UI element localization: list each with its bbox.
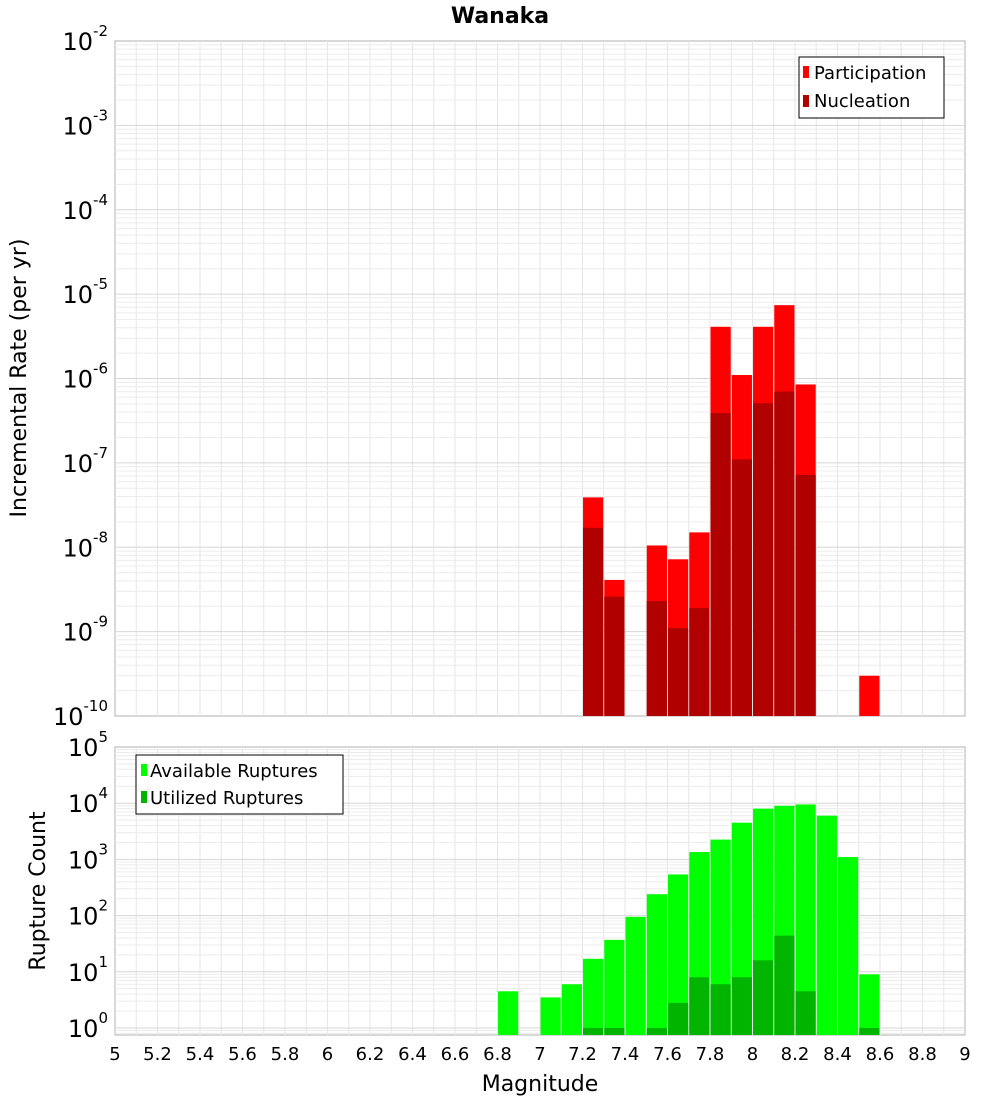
y-tick-label: 104: [68, 784, 108, 818]
bottom-bars: [498, 804, 880, 1035]
legend-label-nucleation: Nucleation: [814, 91, 910, 112]
bar-available-ruptures: [646, 894, 667, 1035]
y-tick-label: 101: [68, 953, 108, 987]
x-tick-label: 5.4: [186, 1044, 215, 1065]
top-bars: [583, 305, 880, 716]
x-tick-label: 9: [959, 1044, 970, 1065]
top-grid: [115, 41, 965, 716]
bar-utilized-ruptures: [753, 960, 774, 1035]
y-tick-label: 102: [68, 897, 108, 931]
bar-utilized-ruptures: [859, 1027, 880, 1035]
bar-nucleation: [646, 601, 667, 716]
bar-utilized-ruptures: [689, 977, 710, 1035]
y-tick-label: 10-9: [62, 613, 108, 647]
y-tick-label: 10-6: [62, 360, 108, 394]
bar-nucleation: [668, 628, 689, 716]
legend-swatch-participation: [803, 66, 809, 78]
bar-utilized-ruptures: [795, 991, 816, 1035]
x-tick-label: 8.8: [908, 1044, 937, 1065]
bottom-legend: Available Ruptures Utilized Ruptures: [135, 754, 344, 815]
x-tick-label: 5: [109, 1044, 120, 1065]
bar-nucleation: [583, 527, 604, 716]
bar-utilized-ruptures: [731, 977, 752, 1035]
x-tick-label: 7.2: [568, 1044, 597, 1065]
y-tick-label: 10-4: [62, 191, 108, 225]
bar-nucleation: [795, 474, 816, 716]
bar-available-ruptures: [859, 974, 880, 1035]
top-legend-box: [798, 56, 945, 119]
y-tick-label: 10-3: [62, 106, 108, 140]
x-tick-label: 6.2: [356, 1044, 385, 1065]
y-tick-label: 10-5: [62, 275, 108, 309]
y-tick-label: 10-8: [62, 528, 108, 562]
x-tick-label: 8.2: [781, 1044, 810, 1065]
y-tick-label: 100: [68, 1009, 108, 1043]
top-legend: Participation Nucleation: [798, 56, 945, 119]
bar-available-ruptures: [625, 916, 646, 1035]
bar-available-ruptures: [540, 997, 561, 1035]
x-tick-label: 6.4: [398, 1044, 427, 1065]
x-tick-label: 8.6: [866, 1044, 895, 1065]
bottom-x-ticks: 5 5.2 5.4 5.6 5.8 6 6.2 6.4 6.6 6.8 7 7.2 7.4 7.6 7.8 8…: [109, 1044, 970, 1065]
top-y-ticks: 10-2 10-3 10-4 10-5 10-6 10-7 10-8 10-9 10-10: [53, 22, 108, 731]
bar-available-ruptures: [838, 857, 859, 1035]
bar-nucleation: [710, 413, 731, 716]
bar-available-ruptures: [668, 874, 689, 1035]
top-y-axis-label: Incremental Rate (per yr): [7, 239, 32, 518]
x-tick-label: 5.8: [271, 1044, 300, 1065]
y-tick-label: 10-7: [62, 444, 108, 478]
y-tick-label: 10-2: [62, 22, 108, 56]
bar-available-ruptures: [816, 815, 837, 1035]
x-tick-label: 8.4: [823, 1044, 852, 1065]
bar-participation: [859, 675, 880, 716]
x-tick-label: 7.8: [696, 1044, 725, 1065]
bar-utilized-ruptures: [774, 935, 795, 1035]
bar-available-ruptures: [583, 958, 604, 1035]
bar-nucleation: [774, 391, 795, 716]
x-tick-label: 8: [747, 1044, 758, 1065]
legend-swatch-available: [141, 764, 147, 776]
bar-utilized-ruptures: [646, 1027, 667, 1035]
bottom-y-axis-label: Rupture Count: [26, 811, 51, 971]
x-tick-label: 7: [534, 1044, 545, 1065]
top-plot-area: 10-2 10-3 10-4 10-5 10-6 10-7 10-8 10-9 10-10 In…: [7, 22, 966, 731]
bottom-y-ticks: 105 104 103 102 101 100: [68, 728, 108, 1043]
legend-label-available: Available Ruptures: [150, 761, 318, 782]
bar-utilized-ruptures: [710, 984, 731, 1035]
bottom-legend-box: [135, 754, 344, 815]
x-tick-label: 5.6: [228, 1044, 257, 1065]
x-tick-label: 7.6: [653, 1044, 682, 1065]
bar-utilized-ruptures: [668, 1002, 689, 1035]
x-tick-label: 7.4: [611, 1044, 640, 1065]
bar-available-ruptures: [604, 939, 625, 1035]
legend-swatch-nucleation: [803, 95, 809, 107]
y-tick-label: 103: [68, 840, 108, 874]
legend-swatch-utilized: [141, 791, 147, 803]
x-tick-label: 5.2: [143, 1044, 172, 1065]
x-tick-label: 6: [322, 1044, 333, 1065]
bar-utilized-ruptures: [583, 1027, 604, 1035]
bar-available-ruptures: [498, 991, 519, 1035]
x-tick-label: 6.8: [483, 1044, 512, 1065]
bar-utilized-ruptures: [604, 1027, 625, 1035]
x-axis-label: Magnitude: [482, 1072, 599, 1097]
legend-label-utilized: Utilized Ruptures: [150, 788, 303, 809]
legend-label-participation: Participation: [814, 63, 926, 84]
y-tick-label: 105: [68, 728, 108, 762]
bottom-plot-area: 105 104 103 102 101 100 5 5.2 5.4 5.6 5.8 6 6.2 6.4 6…: [26, 728, 971, 1097]
bar-available-ruptures: [561, 984, 582, 1035]
y-tick-label: 10-10: [53, 697, 108, 731]
chart-title: Wanaka: [451, 4, 549, 29]
bar-nucleation: [753, 403, 774, 716]
x-tick-label: 6.6: [441, 1044, 470, 1065]
bar-nucleation: [731, 459, 752, 716]
bar-nucleation: [604, 596, 625, 716]
bar-available-ruptures: [795, 804, 816, 1035]
bar-nucleation: [689, 608, 710, 716]
